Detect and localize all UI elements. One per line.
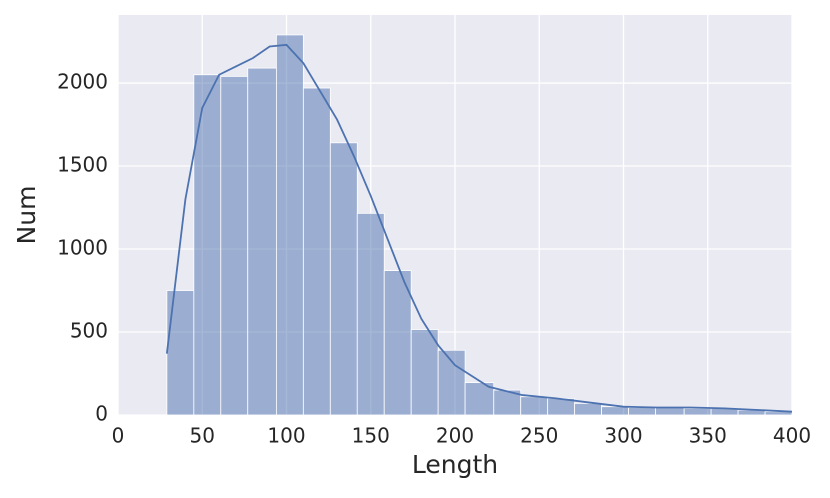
y-tick-label: 1000 [57, 236, 108, 260]
x-tick-label: 150 [352, 424, 390, 448]
y-tick-label: 2000 [57, 70, 108, 94]
x-tick-label: 400 [773, 424, 811, 448]
bar [302, 87, 331, 416]
bar [520, 396, 549, 416]
x-axis-label: Length [412, 450, 498, 479]
bar [655, 407, 685, 416]
x-tick-label: 100 [267, 424, 305, 448]
bar [493, 389, 522, 416]
bar [410, 329, 439, 416]
y-tick-label: 500 [70, 319, 108, 343]
y-tick-label: 0 [95, 402, 108, 426]
y-tick-label: 1500 [57, 153, 108, 177]
bar [574, 402, 602, 416]
bar [683, 407, 712, 416]
bar [247, 67, 277, 416]
bar [628, 407, 656, 416]
bar [275, 34, 304, 416]
x-tick-label: 350 [689, 424, 727, 448]
y-axis-label: Num [12, 186, 41, 245]
bar [356, 212, 385, 416]
x-tick-label: 300 [604, 424, 642, 448]
x-tick-label: 0 [112, 424, 125, 448]
bar [383, 270, 412, 416]
kde-line [165, 43, 793, 413]
x-tick-label: 200 [436, 424, 474, 448]
x-tick-label: 250 [520, 424, 558, 448]
bar [601, 406, 629, 416]
x-tick-label: 50 [190, 424, 215, 448]
bar [166, 290, 195, 416]
bar [220, 76, 249, 416]
bar [193, 74, 222, 416]
bar [329, 142, 358, 416]
